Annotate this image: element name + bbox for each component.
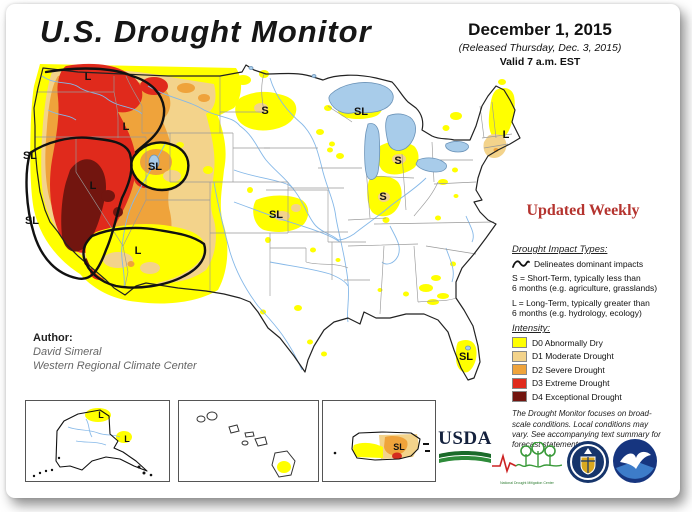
page-title: U.S. Drought Monitor	[40, 14, 372, 49]
impact-label-l: L	[135, 245, 142, 257]
great-lakes	[148, 66, 471, 351]
impact-label-l: L	[123, 121, 130, 133]
impact-label-l: L	[85, 71, 92, 83]
impact-label-s: S	[261, 105, 268, 117]
impact-label-l: L	[98, 410, 104, 420]
legend-row-d0: D0 Abnormally Dry	[512, 337, 682, 349]
author-name: David Simeral	[33, 345, 102, 358]
legend-row-d3: D3 Extreme Drought	[512, 377, 682, 389]
drought-monitor-page: U.S. Drought Monitor December 1, 2015 (R…	[6, 4, 680, 498]
commerce-seal-icon	[567, 441, 609, 483]
impact-label-s: S	[394, 155, 401, 167]
d0-swatch	[512, 337, 527, 349]
impact-types-heading: Drought Impact Types:	[512, 244, 608, 255]
ndmc-caption: National Drought Mitigation Center	[500, 481, 554, 485]
conus-outline	[33, 64, 521, 381]
valid-time: Valid 7 a.m. EST	[499, 56, 581, 68]
author-heading: Author:	[33, 332, 73, 344]
release-date: (Released Thursday, Dec. 3, 2015)	[458, 42, 622, 54]
drought-shading-east	[176, 70, 515, 373]
date-block: December 1, 2015 (Released Thursday, Dec…	[440, 20, 640, 68]
impact-label-l: L	[124, 434, 130, 444]
usda-logo: USDA	[437, 428, 493, 469]
alaska-inset-map: LL	[25, 400, 170, 482]
hawaii-inset-map	[178, 400, 319, 482]
impact-label-sl: SL	[459, 351, 473, 363]
impact-label-s: S	[379, 191, 386, 203]
impact-label-l: L	[503, 129, 510, 141]
impact-label-sl: SL	[269, 209, 283, 221]
impact-label-sl: SL	[354, 106, 368, 118]
legend-panel: Drought Impact Types: Delineates dominan…	[512, 244, 682, 450]
author-org: Western Regional Climate Center	[33, 359, 197, 372]
drought-shading-west	[30, 63, 242, 304]
impact-label-sl: SL	[393, 442, 405, 452]
ndmc-trees-icon	[492, 441, 563, 474]
map-date: December 1, 2015	[468, 20, 612, 39]
legend-row-d1: D1 Moderate Drought	[512, 350, 682, 362]
long-term-definition: L = Long-Term, typically greater than 6 …	[512, 298, 650, 319]
noaa-logo-icon	[613, 439, 657, 483]
short-term-definition: S = Short-Term, typically less than 6 mo…	[512, 273, 658, 294]
impact-label-sl: SL	[148, 161, 162, 173]
legend-row-d4: D4 Exceptional Drought	[512, 391, 682, 403]
impact-label-sl: SL	[25, 215, 39, 227]
d1-swatch	[512, 350, 527, 362]
d2-swatch	[512, 364, 527, 376]
updated-weekly-note: Updated Weekly	[526, 202, 640, 219]
disclaimer-text: The Drought Monitor focuses on broad- sc…	[512, 409, 661, 450]
impact-label-l: L	[90, 180, 97, 192]
legend-row-d2: D2 Severe Drought	[512, 364, 682, 376]
usda-swoosh-icon	[439, 451, 491, 463]
intensity-heading: Intensity:	[512, 323, 551, 335]
puerto-rico-inset-map: SL	[322, 400, 436, 482]
rivers	[41, 75, 474, 371]
d3-swatch	[512, 377, 527, 389]
impact-boundary-lines	[25, 67, 207, 289]
ndmc-logo: National Drought Mitigation Center	[492, 441, 563, 485]
impact-label-sl: SL	[23, 150, 37, 162]
impact-squiggle-icon	[512, 260, 530, 269]
d4-swatch	[512, 391, 527, 403]
delineates-text: Delineates dominant impacts	[534, 258, 644, 269]
author-block: Author: David Simeral Western Regional C…	[33, 332, 197, 373]
